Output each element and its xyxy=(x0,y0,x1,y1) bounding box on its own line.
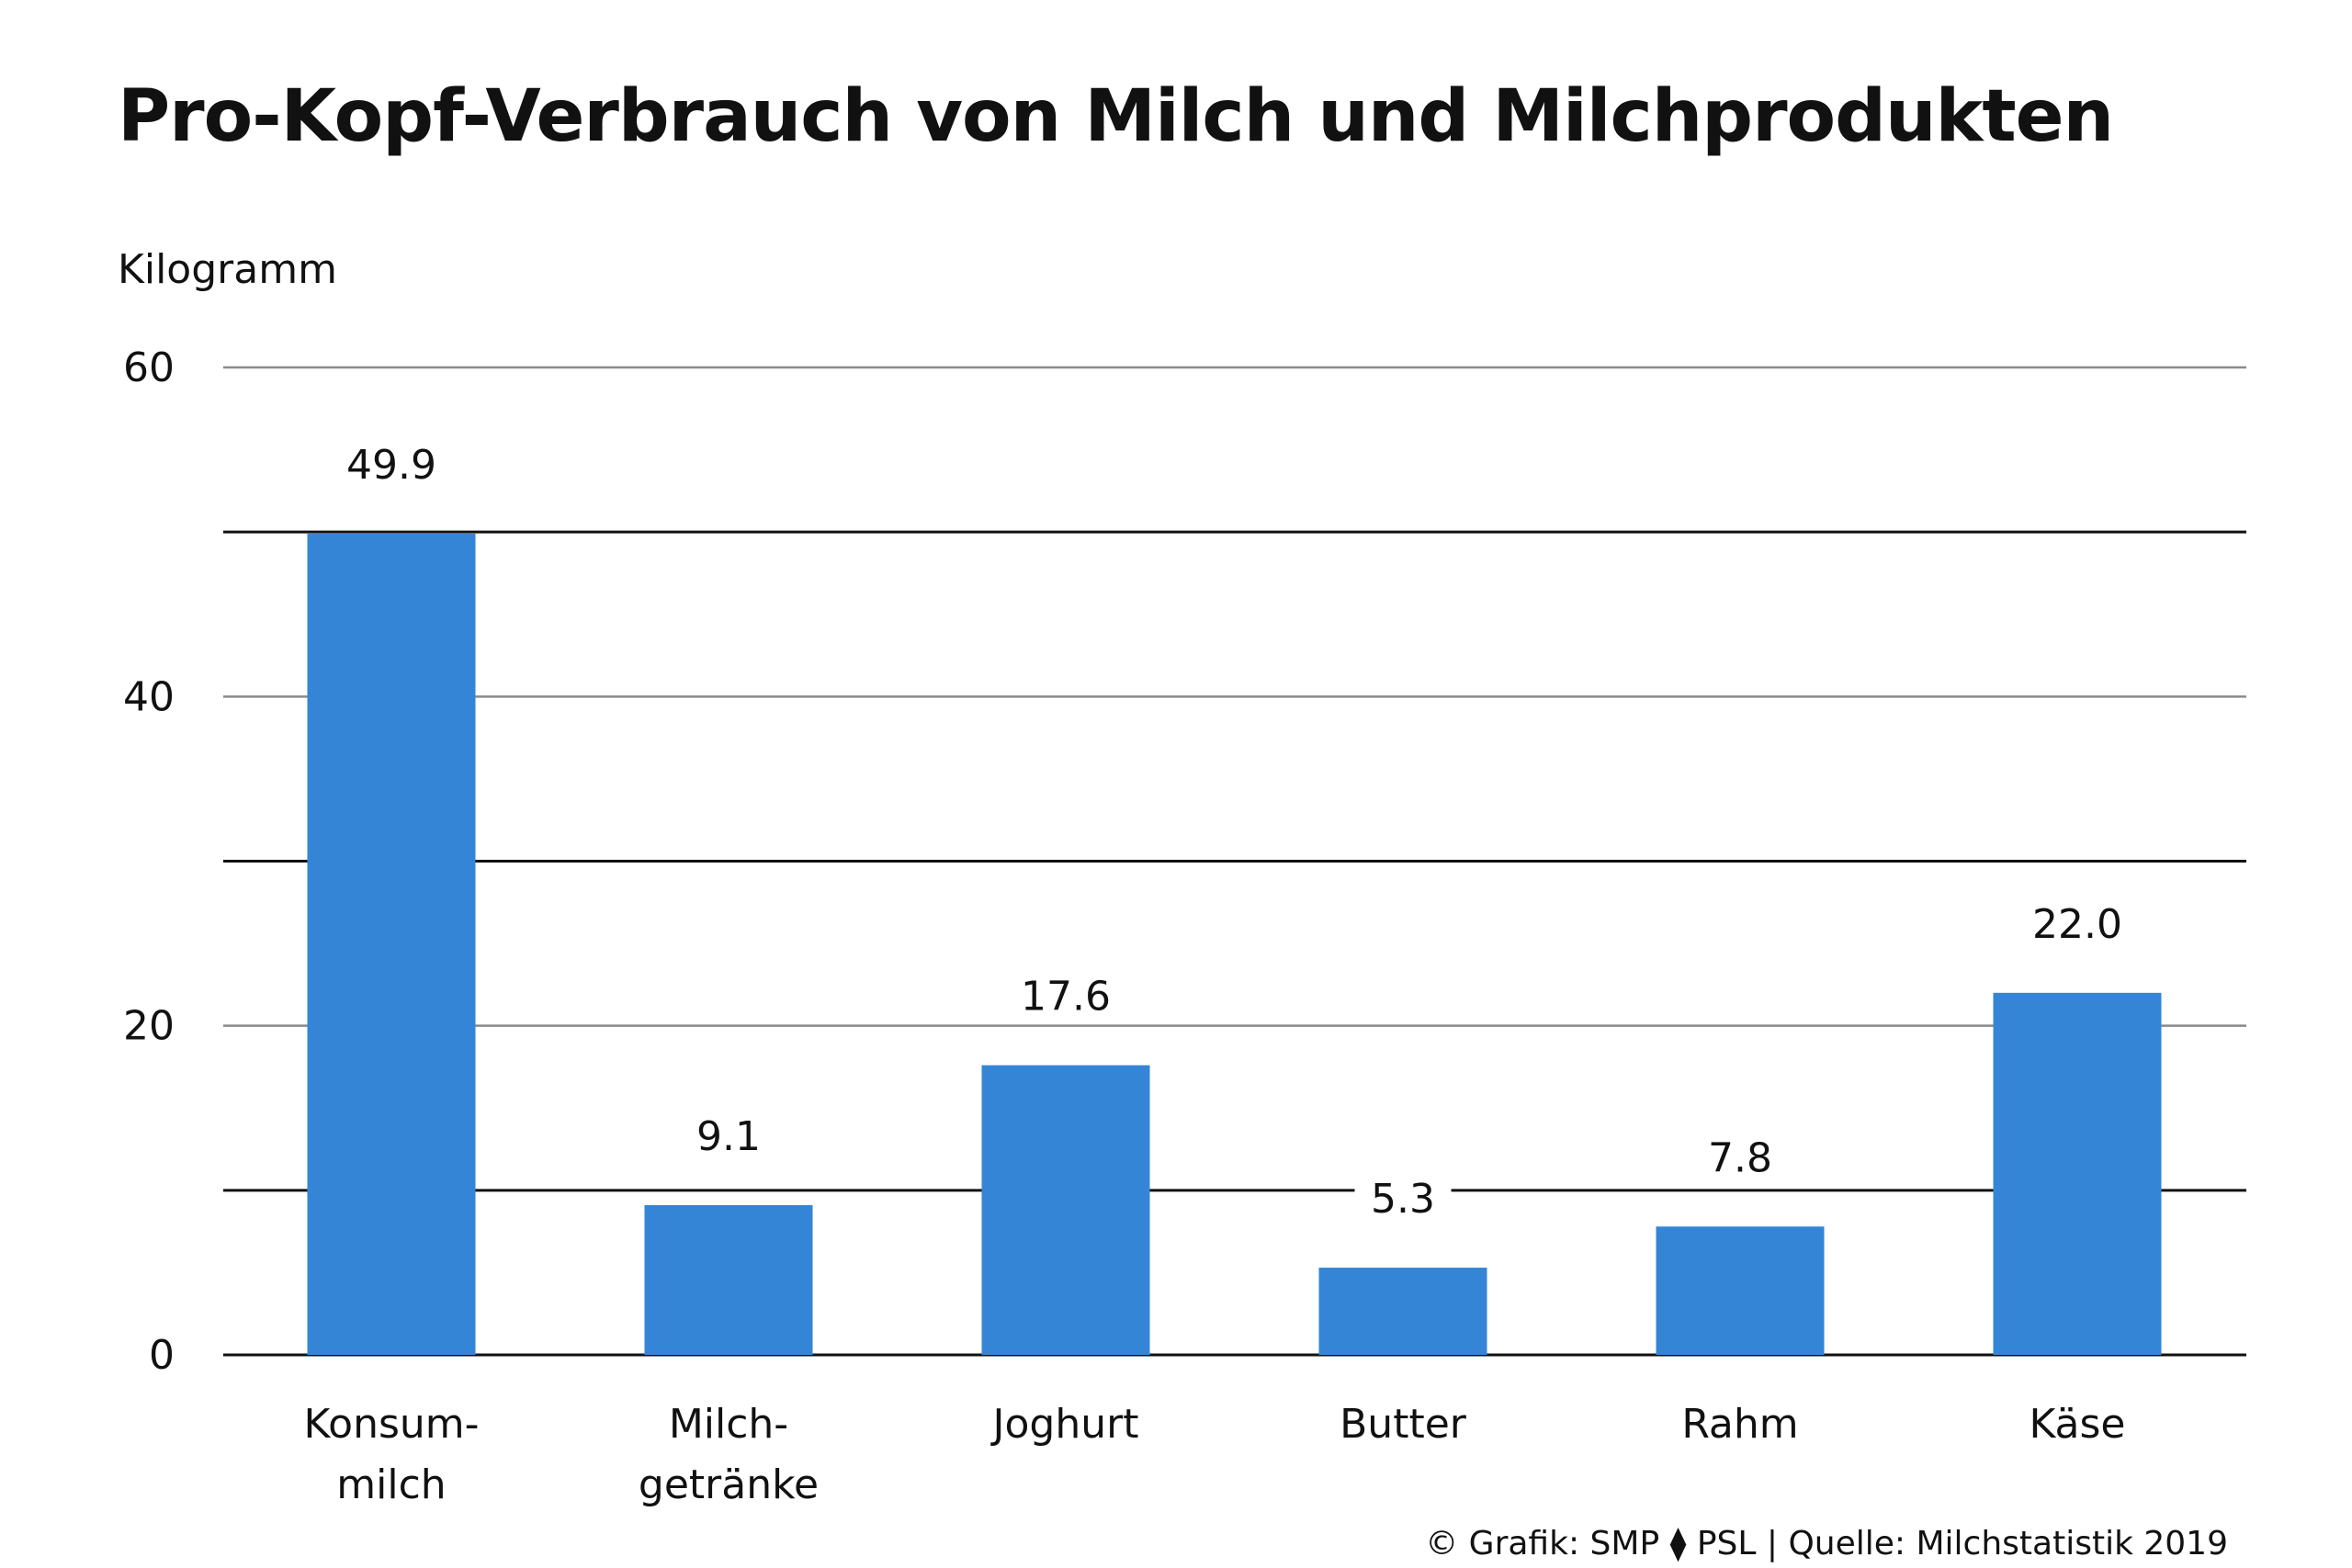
value-label-backing xyxy=(680,1111,777,1163)
bar xyxy=(1993,992,2162,1355)
gridlines xyxy=(223,366,2246,1357)
bar xyxy=(644,1204,813,1355)
value-label-backing xyxy=(1006,971,1125,1023)
value-label-backing xyxy=(1354,1174,1452,1226)
value-label: 7.8 xyxy=(1708,1134,1772,1181)
bar xyxy=(1318,1268,1487,1355)
category-label: milch xyxy=(336,1461,446,1508)
source-credit: © Grafik: SMP ⧫ PSL | Quelle: Milchstati… xyxy=(1425,1525,2228,1562)
value-label: 49.9 xyxy=(346,442,436,489)
bar xyxy=(1656,1226,1825,1355)
category-label: Käse xyxy=(2029,1401,2125,1448)
y-tick-label: 40 xyxy=(123,673,175,720)
value-label-backing xyxy=(2018,898,2137,951)
category-label: Rahm xyxy=(1681,1401,1798,1448)
category-label: Konsum- xyxy=(303,1401,479,1448)
category-label: Joghurt xyxy=(990,1401,1139,1448)
category-label: getränke xyxy=(639,1461,819,1508)
bars xyxy=(307,533,2162,1355)
y-tick-label: 20 xyxy=(123,1003,175,1050)
chart-title: Pro-Kopf-Verbrauch von Milch und Milchpr… xyxy=(118,75,2114,158)
bar xyxy=(307,533,476,1355)
category-label: Butter xyxy=(1340,1401,1467,1448)
value-label-backing xyxy=(1691,1133,1789,1185)
value-label: 5.3 xyxy=(1371,1176,1435,1223)
value-label-backing xyxy=(332,439,451,491)
value-label: 22.0 xyxy=(2032,901,2122,948)
y-tick-label: 60 xyxy=(123,344,175,391)
value-label: 17.6 xyxy=(1021,974,1111,1021)
category-labels: Konsum-milch Milch-getränke Joghurt Butter R… xyxy=(303,1401,2125,1508)
value-labels: 49.9 9.1 17.6 5.3 7.8 22.0 xyxy=(332,439,2137,1226)
value-label: 9.1 xyxy=(696,1113,761,1160)
y-axis-unit-label: Kilogramm xyxy=(118,246,337,293)
category-label: Milch- xyxy=(669,1401,788,1448)
bar xyxy=(981,1065,1150,1355)
y-tick-label: 0 xyxy=(149,1332,175,1379)
y-axis-ticks: 0 20 40 60 xyxy=(123,344,175,1379)
